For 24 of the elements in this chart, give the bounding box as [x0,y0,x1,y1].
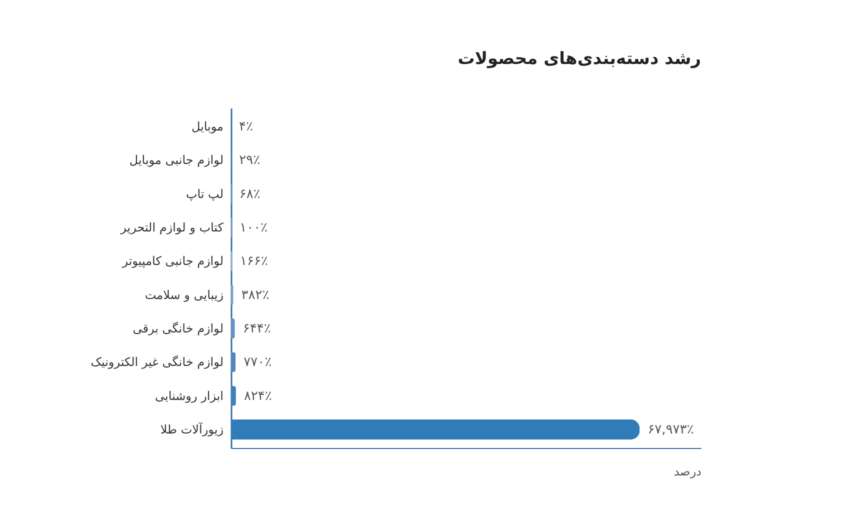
y-tick-label: لوازم جانبی موبایل [129,153,224,168]
data-label: ۷۷۰٪ [244,355,272,370]
x-axis-title: درصد [674,464,702,478]
y-tick-label: لپ تاپ [186,186,224,201]
y-tick-label: لوازم جانبی کامپیوتر [121,254,224,268]
y-tick-label: ابزار روشنایی [154,388,224,403]
data-label: ۶۴۴٪ [242,321,271,336]
bar [231,352,236,372]
y-tick-label: لوازم خانگی برقی [132,321,224,336]
y-tick-label: کتاب و لوازم التحریر [120,220,224,235]
data-label: ۶۷,۹۷۳٪ [648,422,694,438]
y-tick-label: لوازم خانگی غیر الکترونیک [90,355,224,370]
data-label: ۴٪ [239,120,254,135]
y-tick-label: موبایل [191,120,224,134]
bar [231,419,640,440]
data-label: ۱۶۶٪ [240,254,268,270]
data-label: ۶۸٪ [239,186,260,202]
y-tick-label: زیورآلات طلا [160,421,224,436]
data-label: ۳۸۲٪ [241,288,270,303]
data-label: ۱۰۰٪ [240,220,268,236]
data-label: ۸۲۴٪ [244,388,272,404]
y-tick-label: زیبایی و سلامت [144,288,224,302]
data-label: ۲۹٪ [239,153,260,168]
chart-title: رشد دسته‌بندی‌های محصولات [458,49,701,69]
